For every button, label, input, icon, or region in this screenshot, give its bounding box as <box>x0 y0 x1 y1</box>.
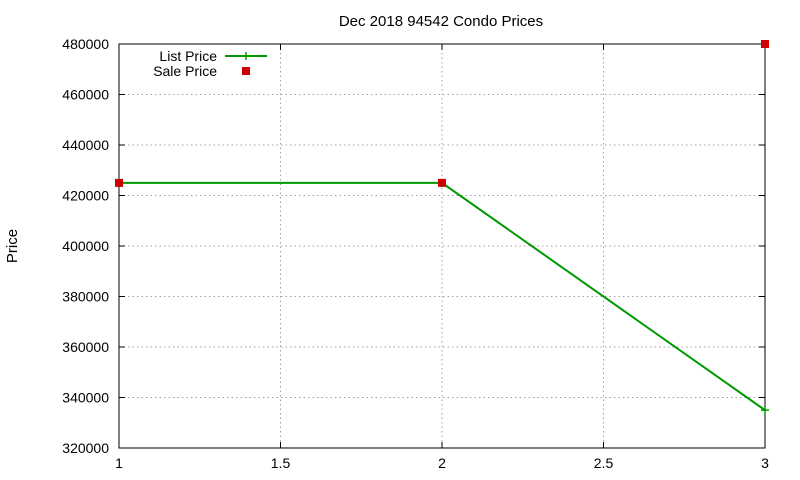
y-tick-label: 360000 <box>62 339 109 355</box>
legend-label-list-price: List Price <box>159 48 217 64</box>
data-point-sale-price <box>115 178 123 187</box>
x-tick-label: 2.5 <box>594 455 614 471</box>
y-tick-label: 320000 <box>62 440 109 456</box>
y-tick-label: 340000 <box>62 390 109 406</box>
y-tick-label: 380000 <box>62 289 109 305</box>
y-axis-label: Price <box>4 229 21 263</box>
x-tick-label: 1.5 <box>271 455 291 471</box>
chart-title: Dec 2018 94542 Condo Prices <box>339 13 543 30</box>
data-point-sale-price <box>761 40 769 48</box>
series-layer <box>115 40 769 415</box>
x-tick-label: 2 <box>438 455 446 471</box>
y-tick-label: 460000 <box>62 87 109 103</box>
y-tick-label: 420000 <box>62 188 109 204</box>
ticks-layer: 320000 340000 360000 380000 400000 420000 4400… <box>62 36 769 471</box>
data-point-list-price <box>761 406 769 415</box>
y-tick-label: 480000 <box>62 36 109 52</box>
legend-label-sale-price: Sale Price <box>153 63 217 79</box>
legend-marker-list-price <box>242 52 250 60</box>
y-tick-label: 440000 <box>62 137 109 153</box>
x-tick-label: 3 <box>761 455 769 471</box>
y-tick-label: 400000 <box>62 238 109 254</box>
grid-layer <box>119 44 765 448</box>
legend-marker-sale-price <box>242 67 250 75</box>
data-point-sale-price <box>438 178 446 187</box>
x-tick-label: 1 <box>115 455 123 471</box>
